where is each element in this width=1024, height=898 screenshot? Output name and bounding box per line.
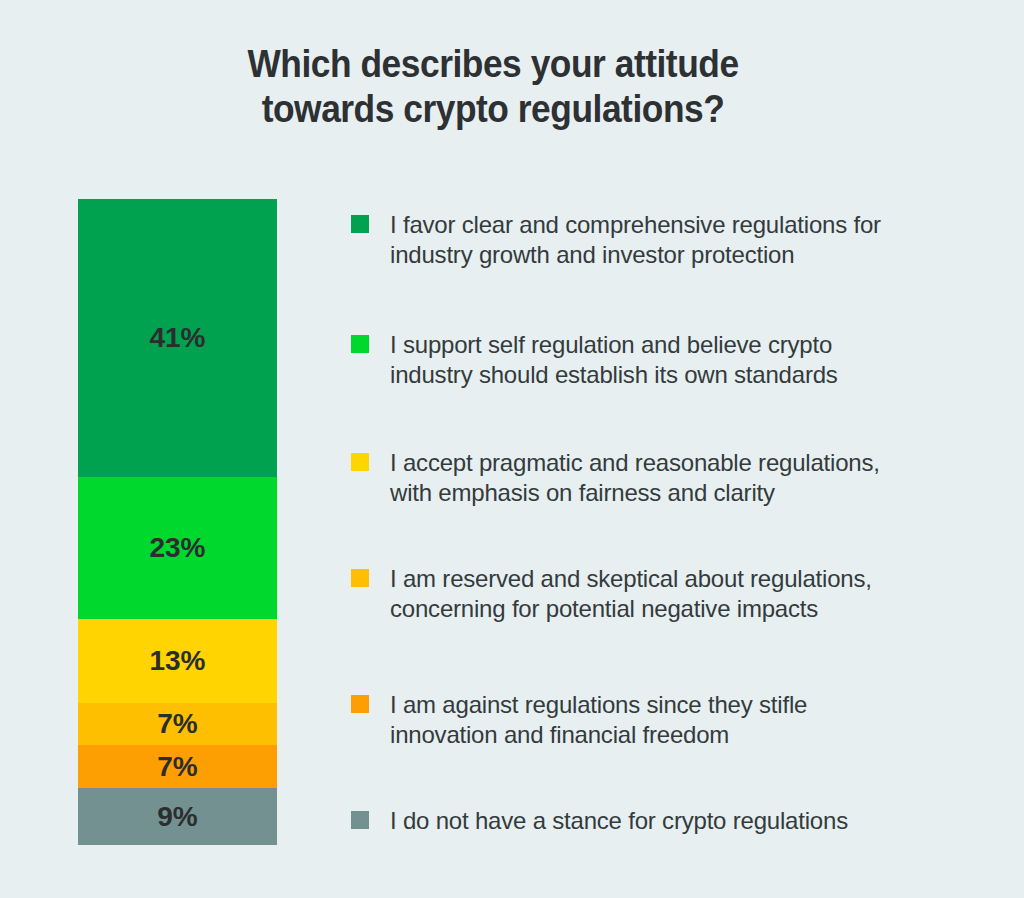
legend-item: I am reserved and skeptical about regula… — [351, 564, 936, 624]
bar-segment-reserved-skeptical: 7% — [78, 703, 277, 745]
bar-segment-self-regulation: 23% — [78, 477, 277, 619]
legend-item: I accept pragmatic and reasonable regula… — [351, 448, 936, 508]
segment-value-label: 7% — [157, 751, 197, 783]
legend-swatch — [351, 569, 369, 587]
segment-value-label: 23% — [149, 532, 205, 564]
chart-title-line-1: Which describes your attitude — [35, 42, 952, 87]
bar-segment-pragmatic-regulations: 13% — [78, 619, 277, 703]
segment-value-label: 13% — [149, 645, 205, 677]
legend-item: I do not have a stance for crypto regula… — [351, 806, 936, 836]
segment-value-label: 9% — [157, 801, 197, 833]
segment-value-label: 41% — [149, 322, 205, 354]
chart-canvas: Which describes your attitude towards cr… — [0, 0, 1024, 898]
legend-item: I support self regulation and believe cr… — [351, 330, 936, 390]
legend-swatch — [351, 335, 369, 353]
legend-item-label: I do not have a stance for crypto regula… — [390, 806, 848, 836]
legend-swatch — [351, 453, 369, 471]
bar-segment-favor-regulations: 41% — [78, 199, 277, 477]
legend-item-label: I am reserved and skeptical about regula… — [390, 564, 872, 624]
bar-segment-against-regulations: 7% — [78, 745, 277, 788]
legend: I favor clear and comprehensive regulati… — [351, 210, 936, 836]
legend-swatch — [351, 811, 369, 829]
chart-title: Which describes your attitude towards cr… — [35, 42, 952, 132]
bar-segment-no-stance: 9% — [78, 788, 277, 845]
legend-item-label: I support self regulation and believe cr… — [390, 330, 838, 390]
legend-item: I am against regulations since they stif… — [351, 690, 936, 750]
legend-item-label: I accept pragmatic and reasonable regula… — [390, 448, 880, 508]
stacked-bar: 41% 23% 13% 7% 7% 9% — [78, 199, 277, 845]
legend-item: I favor clear and comprehensive regulati… — [351, 210, 936, 270]
legend-swatch — [351, 695, 369, 713]
legend-item-label: I favor clear and comprehensive regulati… — [390, 210, 881, 270]
segment-value-label: 7% — [157, 708, 197, 740]
legend-item-label: I am against regulations since they stif… — [390, 690, 807, 750]
legend-swatch — [351, 215, 369, 233]
chart-title-line-2: towards crypto regulations? — [35, 87, 952, 132]
